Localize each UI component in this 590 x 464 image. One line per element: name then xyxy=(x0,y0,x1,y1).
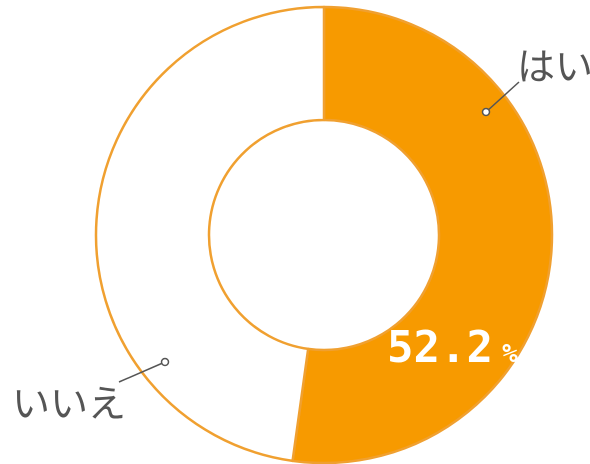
leader-line-no xyxy=(118,357,170,383)
category-label-no: いいえ xyxy=(12,382,126,426)
data-label-yes-value: 52.2 xyxy=(387,322,493,373)
data-label-yes-unit: % xyxy=(502,339,518,369)
category-label-yes: はい xyxy=(517,45,590,89)
slice-no xyxy=(94,5,326,463)
leader-line-yes xyxy=(481,81,520,117)
slice-yes xyxy=(291,5,554,464)
slices-group xyxy=(94,5,554,464)
data-label-yes: 52.2 % xyxy=(387,322,518,373)
